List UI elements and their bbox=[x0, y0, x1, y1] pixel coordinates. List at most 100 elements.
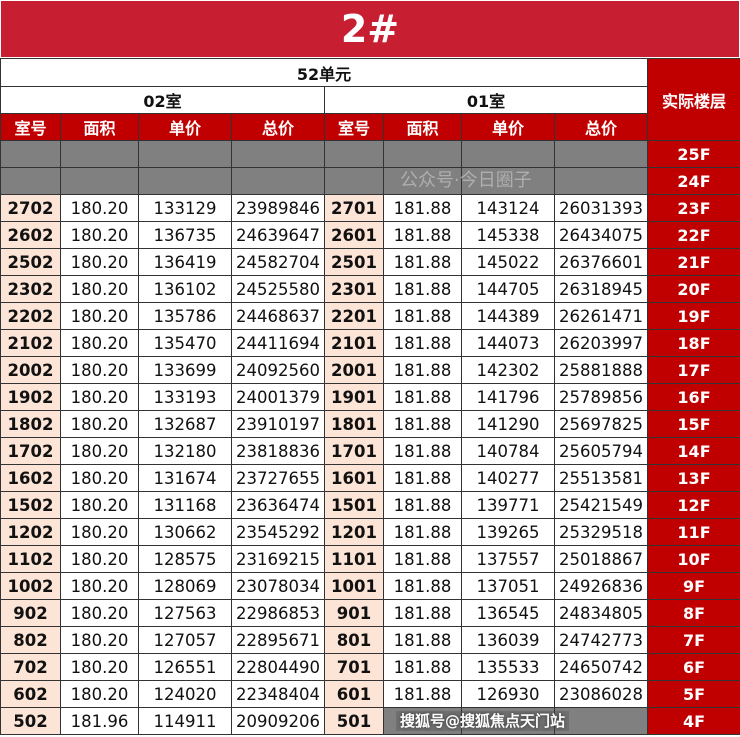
room-02-header: 02室 bbox=[0, 86, 325, 114]
room-number-cell: 502 bbox=[0, 707, 61, 735]
unit-price-cell: 143124 bbox=[461, 194, 555, 222]
floor-cell: 20F bbox=[647, 275, 740, 303]
area-cell: 180.20 bbox=[60, 275, 139, 303]
room-number-cell: 2502 bbox=[0, 248, 61, 276]
area-cell: 181.88 bbox=[383, 356, 462, 384]
total-price-cell bbox=[553, 707, 649, 735]
table-row: 1002 180.20 128069 23078034 1001 181.88 137051… bbox=[0, 572, 740, 600]
total-price-cell: 26376601 bbox=[553, 248, 649, 276]
room-number-cell bbox=[324, 167, 384, 195]
unit-price-cell: 137557 bbox=[461, 545, 555, 573]
unit-price-cell: 133193 bbox=[138, 383, 232, 411]
room-number-cell: 1902 bbox=[0, 383, 61, 411]
column-header: 总价 bbox=[553, 113, 649, 141]
unit-price-cell: 136419 bbox=[138, 248, 232, 276]
area-cell: 180.20 bbox=[60, 545, 139, 573]
total-price-cell: 23910197 bbox=[231, 410, 325, 438]
room-number-cell: 1501 bbox=[324, 491, 384, 519]
total-price-cell: 23989846 bbox=[231, 194, 325, 222]
unit-price-cell: 126930 bbox=[461, 680, 555, 708]
room-number-cell: 901 bbox=[324, 599, 384, 627]
area-cell: 181.88 bbox=[383, 194, 462, 222]
area-cell: 180.20 bbox=[60, 302, 139, 330]
area-cell: 180.20 bbox=[60, 410, 139, 438]
floor-cell: 6F bbox=[647, 653, 740, 681]
total-price-cell: 24639647 bbox=[231, 221, 325, 249]
room-number-cell: 1701 bbox=[324, 437, 384, 465]
column-header: 面积 bbox=[60, 113, 139, 141]
total-price-cell: 26261471 bbox=[553, 302, 649, 330]
total-price-cell: 26203997 bbox=[553, 329, 649, 357]
unit-price-cell: 137051 bbox=[461, 572, 555, 600]
unit-price-cell: 114911 bbox=[138, 707, 232, 735]
room-number-cell: 902 bbox=[0, 599, 61, 627]
total-price-cell: 23727655 bbox=[231, 464, 325, 492]
room-number-cell: 802 bbox=[0, 626, 61, 654]
room-number-cell: 2101 bbox=[324, 329, 384, 357]
area-cell: 180.20 bbox=[60, 572, 139, 600]
area-cell: 180.20 bbox=[60, 518, 139, 546]
table-row: 1702 180.20 132180 23818836 1701 181.88 140784… bbox=[0, 437, 740, 465]
total-price-cell: 23818836 bbox=[231, 437, 325, 465]
unit-price-cell: 145338 bbox=[461, 221, 555, 249]
unit-price-cell: 128575 bbox=[138, 545, 232, 573]
column-header: 室号 bbox=[0, 113, 61, 141]
area-cell bbox=[383, 167, 462, 195]
floor-cell: 5F bbox=[647, 680, 740, 708]
unit-price-cell bbox=[461, 140, 555, 168]
room-number-cell: 2602 bbox=[0, 221, 61, 249]
unit-price-cell: 144705 bbox=[461, 275, 555, 303]
floor-header: 实际楼层 bbox=[647, 58, 740, 141]
area-cell: 181.88 bbox=[383, 680, 462, 708]
unit-price-cell: 127563 bbox=[138, 599, 232, 627]
total-price-cell: 24650742 bbox=[553, 653, 649, 681]
room-number-cell: 1901 bbox=[324, 383, 384, 411]
area-cell: 181.88 bbox=[383, 275, 462, 303]
floor-cell: 11F bbox=[647, 518, 740, 546]
room-number-cell: 1001 bbox=[324, 572, 384, 600]
area-cell: 181.88 bbox=[383, 491, 462, 519]
area-cell bbox=[383, 140, 462, 168]
room-number-cell: 2001 bbox=[324, 356, 384, 384]
room-number-cell bbox=[324, 140, 384, 168]
room-01-header: 01室 bbox=[323, 86, 649, 114]
room-number-cell: 1802 bbox=[0, 410, 61, 438]
room-number-cell: 2202 bbox=[0, 302, 61, 330]
unit-price-cell: 139265 bbox=[461, 518, 555, 546]
total-price-cell: 25421549 bbox=[553, 491, 649, 519]
total-price-cell: 24582704 bbox=[231, 248, 325, 276]
price-table: 52单元 实际楼层 02室 01室 室号 面积 单价 总价 室号 面积 单价 总价 25F 24… bbox=[0, 58, 740, 735]
room-number-cell bbox=[0, 167, 61, 195]
unit-price-cell: 136545 bbox=[461, 599, 555, 627]
area-cell: 180.20 bbox=[60, 221, 139, 249]
area-cell: 181.88 bbox=[383, 383, 462, 411]
unit-price-cell: 127057 bbox=[138, 626, 232, 654]
total-price-cell bbox=[553, 167, 649, 195]
room-number-cell: 2302 bbox=[0, 275, 61, 303]
table-row: 2302 180.20 136102 24525580 2301 181.88 144705… bbox=[0, 275, 740, 303]
total-price-cell: 24411694 bbox=[231, 329, 325, 357]
floor-cell: 13F bbox=[647, 464, 740, 492]
total-price-cell: 24468637 bbox=[231, 302, 325, 330]
floor-cell: 8F bbox=[647, 599, 740, 627]
column-header: 室号 bbox=[324, 113, 384, 141]
room-number-cell: 2301 bbox=[324, 275, 384, 303]
table-row: 1902 180.20 133193 24001379 1901 181.88 141796… bbox=[0, 383, 740, 411]
unit-price-cell: 136102 bbox=[138, 275, 232, 303]
building-title: 2# bbox=[0, 0, 740, 58]
area-cell: 181.88 bbox=[383, 545, 462, 573]
total-price-cell: 23086028 bbox=[553, 680, 649, 708]
area-cell: 181.88 bbox=[383, 653, 462, 681]
table-row: 502 181.96 114911 20909206 501 4F bbox=[0, 707, 740, 735]
unit-price-cell bbox=[138, 140, 232, 168]
floor-cell: 15F bbox=[647, 410, 740, 438]
area-cell bbox=[383, 707, 462, 735]
total-price-cell: 24001379 bbox=[231, 383, 325, 411]
room-number-cell: 1102 bbox=[0, 545, 61, 573]
room-number-cell: 1201 bbox=[324, 518, 384, 546]
room-number-cell: 1601 bbox=[324, 464, 384, 492]
room-number-cell: 2501 bbox=[324, 248, 384, 276]
room-number-cell: 1101 bbox=[324, 545, 384, 573]
floor-cell: 23F bbox=[647, 194, 740, 222]
area-cell: 181.88 bbox=[383, 464, 462, 492]
